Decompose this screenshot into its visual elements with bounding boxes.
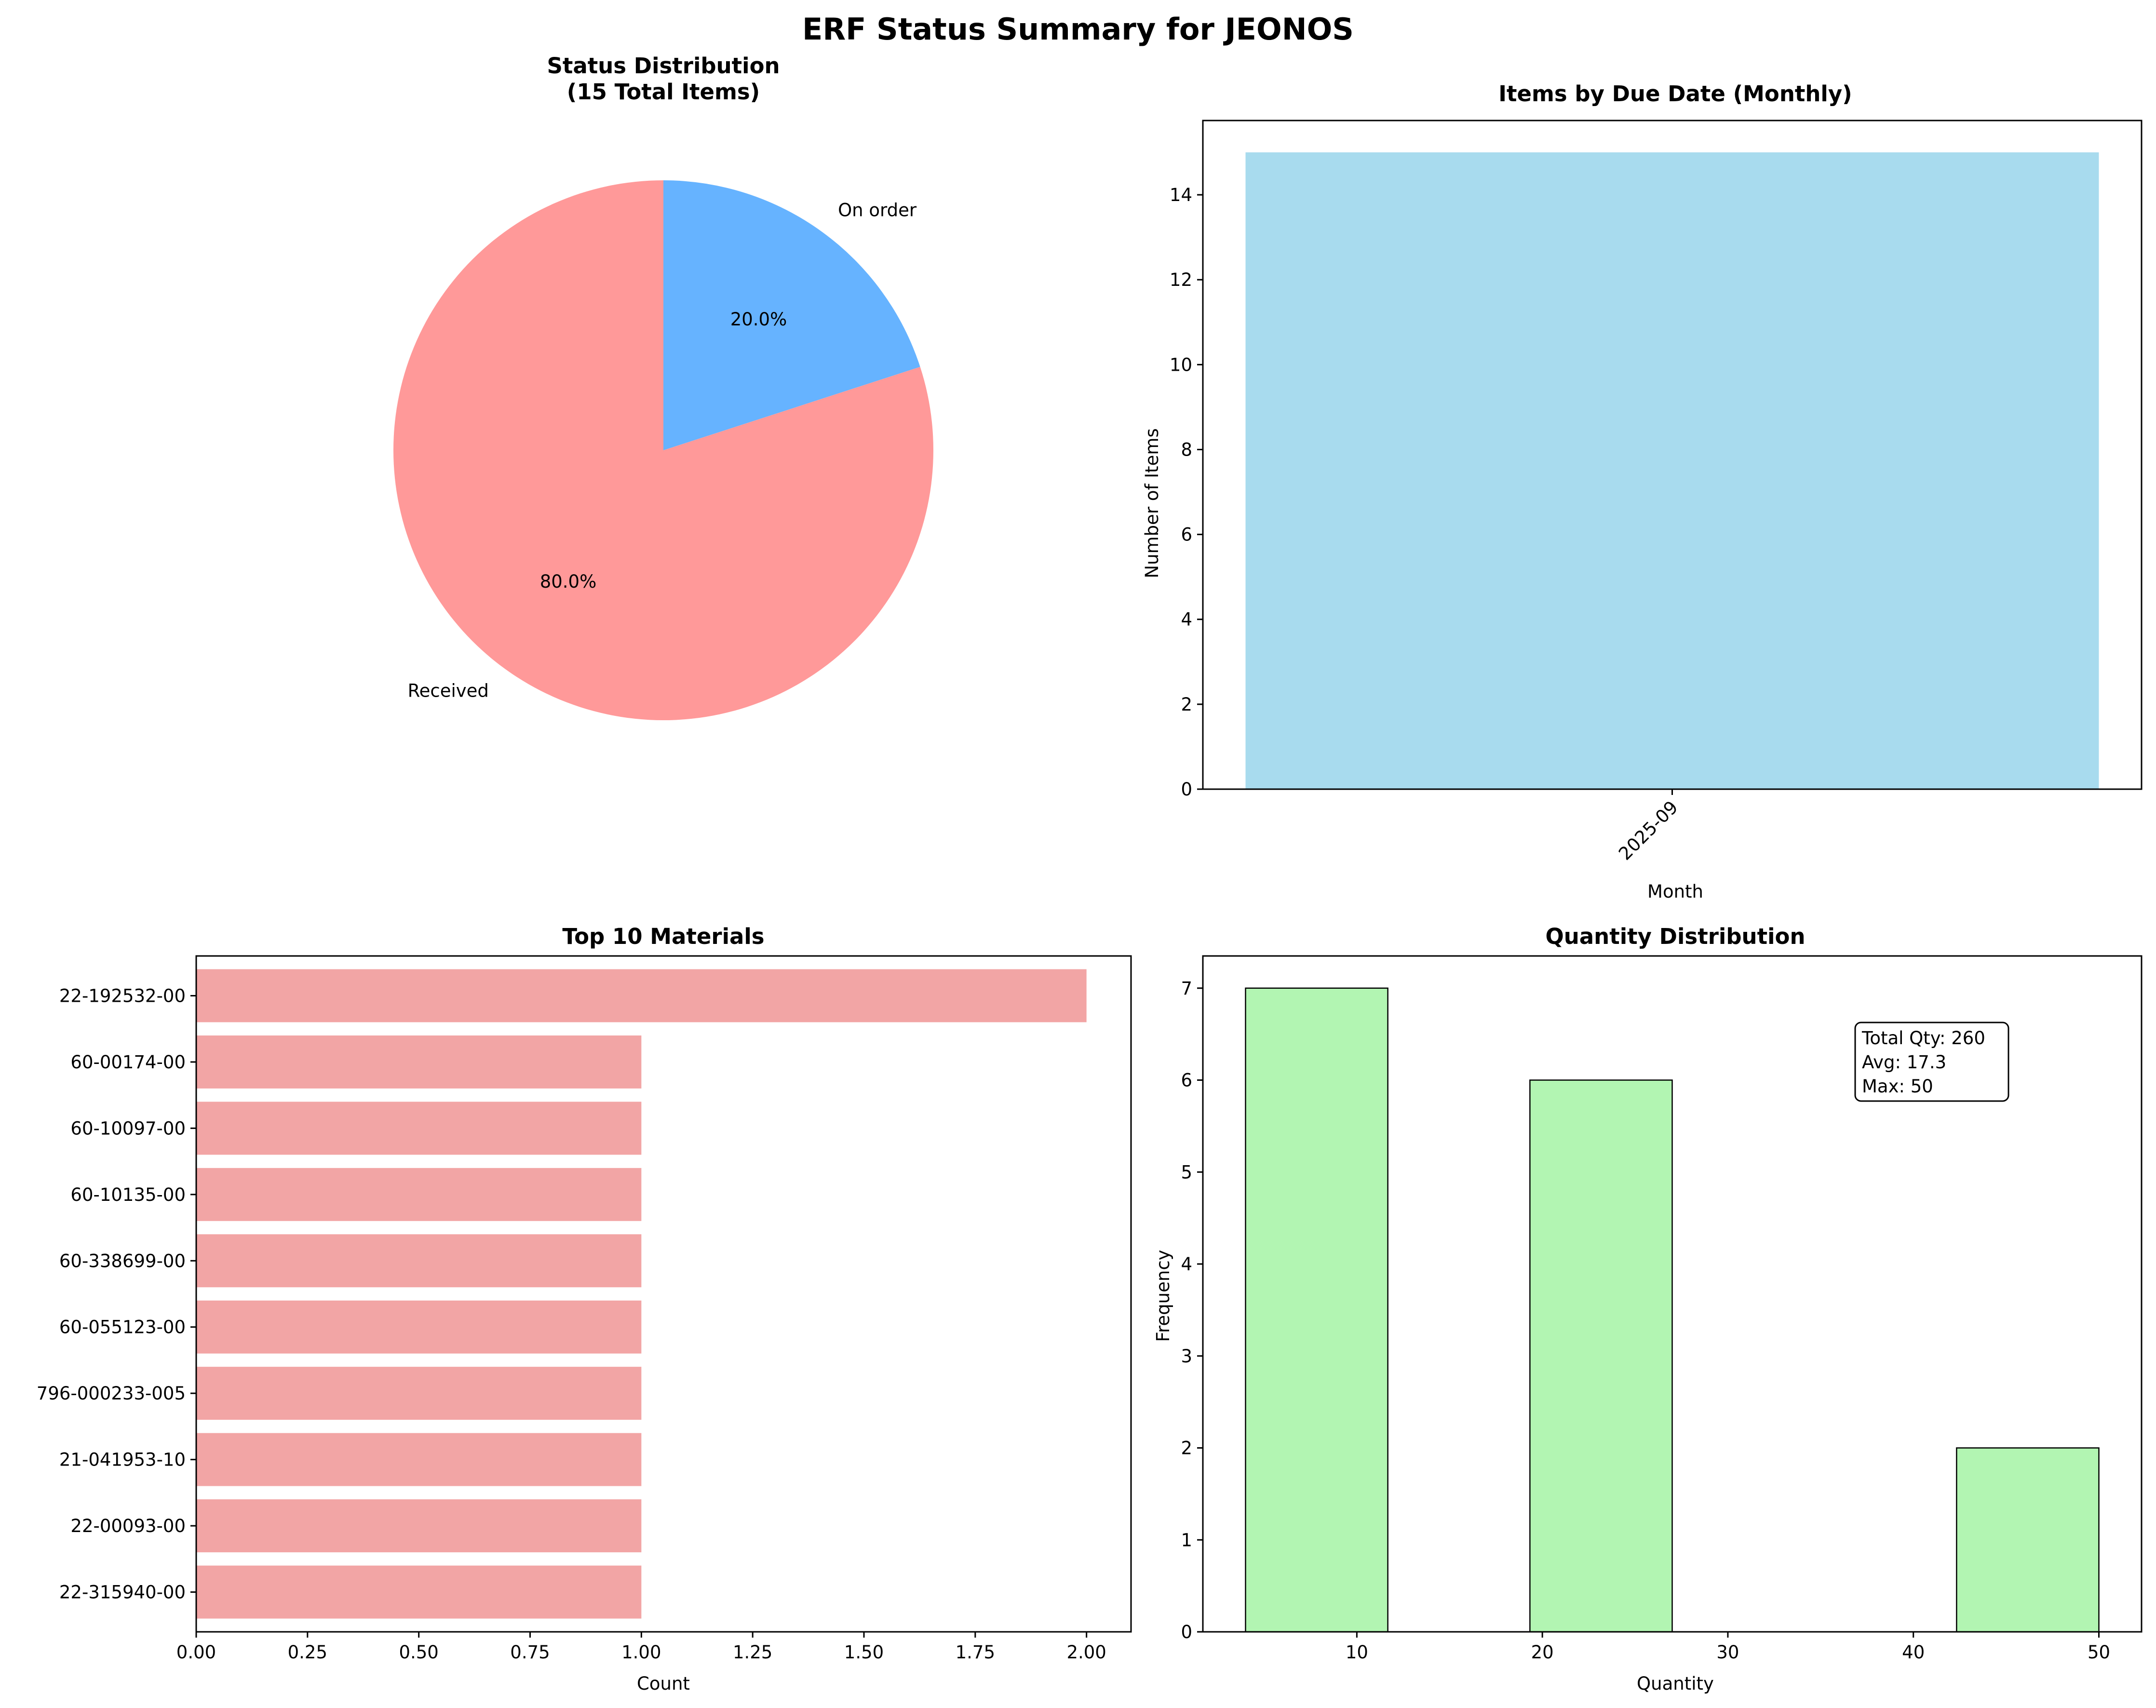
histogram-title: Quantity Distribution — [1546, 924, 1806, 949]
histogram-ytick-label: 0 — [1181, 1622, 1192, 1642]
monthly-ytick-label: 2 — [1181, 694, 1192, 715]
figure-suptitle: ERF Status Summary for JEONOS — [802, 12, 1354, 47]
material-bar-60-055123-00 — [196, 1300, 642, 1354]
monthly-ytick-label: 12 — [1170, 269, 1192, 290]
material-xtick-label: 1.25 — [733, 1642, 772, 1663]
material-xtick-label: 0.50 — [399, 1642, 438, 1663]
bar-chart-monthly-xlabel: Month — [1647, 881, 1703, 902]
histogram-ytick-label: 3 — [1181, 1346, 1192, 1367]
histogram-xtick-label: 20 — [1531, 1642, 1554, 1663]
histogram-xtick-label: 50 — [2088, 1642, 2110, 1663]
material-ytick-label: 22-315940-00 — [59, 1582, 186, 1603]
histogram-xtick-label: 40 — [1902, 1642, 1925, 1663]
monthly-ytick-label: 10 — [1170, 354, 1192, 375]
pie-chart-title-line2: (15 Total Items) — [567, 79, 760, 105]
material-ytick-label: 22-00093-00 — [70, 1516, 186, 1536]
material-ytick-label: 60-338699-00 — [59, 1251, 186, 1271]
material-bar-60-10097-00 — [196, 1102, 642, 1155]
material-ytick-label: 60-10097-00 — [70, 1118, 186, 1139]
material-xtick-label: 1.50 — [844, 1642, 884, 1663]
monthly-plot-frame — [1202, 120, 2143, 790]
material-bar-60-338699-00 — [196, 1234, 642, 1288]
material-plot-frame — [195, 955, 1132, 1633]
material-xtick-label: 1.75 — [956, 1642, 995, 1663]
histogram-xlabel: Quantity — [1637, 1673, 1714, 1694]
histogram-bar-2 — [1529, 1079, 1673, 1633]
monthly-bar-2025-09 — [1245, 152, 2099, 789]
material-xtick-label: 0.75 — [510, 1642, 550, 1663]
pie-label-on-order: On order — [838, 200, 917, 221]
bar-chart-monthly-title: Items by Due Date (Monthly) — [1498, 81, 1852, 107]
monthly-ytick-label: 6 — [1181, 525, 1192, 545]
histogram-stats-line: Total Qty: 260 — [1861, 1028, 1985, 1049]
histogram-xtick-label: 30 — [1716, 1642, 1739, 1663]
histogram-ytick-label: 2 — [1181, 1438, 1192, 1459]
material-ytick-label: 22-192532-00 — [59, 985, 186, 1006]
material-ytick-label: 60-055123-00 — [59, 1317, 186, 1338]
material-ytick-label: 21-041953-10 — [59, 1450, 186, 1470]
material-bar-22-192532-00 — [196, 969, 1087, 1022]
histogram-xtick-label: 10 — [1346, 1642, 1368, 1663]
pie-pct-received: 80.0% — [540, 571, 597, 592]
material-bar-60-10135-00 — [196, 1168, 642, 1221]
histogram-bar-1 — [1245, 987, 1388, 1633]
material-ytick-label: 60-10135-00 — [70, 1184, 186, 1205]
material-bar-60-00174-00 — [196, 1035, 642, 1089]
monthly-ytick-label: 14 — [1170, 185, 1192, 205]
pie-chart-status-distribution: Status Distribution (15 Total Items) Rec… — [393, 53, 933, 720]
histogram-ylabel: Frequency — [1153, 1250, 1173, 1342]
material-bar-796-000233-005 — [196, 1367, 642, 1420]
material-bar-21-041953-10 — [196, 1433, 642, 1486]
histogram-ytick-label: 6 — [1181, 1070, 1192, 1091]
monthly-ytick-label: 8 — [1181, 439, 1192, 460]
histogram-stats-box — [1854, 1022, 2009, 1102]
material-xtick-label: 0.00 — [176, 1642, 216, 1663]
monthly-ytick-label: 0 — [1181, 779, 1192, 800]
pie-slice-on-order — [663, 180, 920, 450]
bar-chart-monthly-ylabel: Number of Items — [1142, 428, 1162, 578]
material-xtick-label: 1.00 — [621, 1642, 661, 1663]
hbar-chart-top-materials: Top 10 Materials Count 22-192532-00 60-00… — [37, 924, 1132, 1694]
bar-chart-items-by-due-date: Items by Due Date (Monthly) Month Number… — [1142, 81, 2143, 902]
histogram-quantity-distribution: Quantity Distribution Quantity Frequency… — [1153, 924, 2143, 1694]
histogram-stats-line: Max: 50 — [1862, 1076, 1933, 1097]
pie-label-received: Received — [408, 680, 489, 701]
hbar-chart-title: Top 10 Materials — [562, 924, 764, 949]
material-ytick-label: 60-00174-00 — [70, 1052, 186, 1073]
pie-chart-title-line1: Status Distribution — [547, 53, 780, 79]
histogram-ytick-label: 4 — [1181, 1254, 1192, 1275]
histogram-stats-line: Avg: 17.3 — [1862, 1052, 1946, 1073]
material-ytick-label: 796-000233-005 — [37, 1383, 186, 1404]
material-xtick-label: 0.25 — [288, 1642, 327, 1663]
histogram-plot-frame — [1202, 955, 2143, 1633]
histogram-ytick-label: 5 — [1181, 1162, 1192, 1183]
pie-pct-on-order: 20.0% — [730, 309, 787, 330]
material-xtick-label: 2.00 — [1066, 1642, 1106, 1663]
monthly-xtick-label: 2025-09 — [1615, 797, 1682, 864]
material-bar-22-00093-00 — [196, 1499, 642, 1553]
histogram-ytick-label: 7 — [1181, 978, 1192, 999]
material-bar-22-315940-00 — [196, 1565, 642, 1619]
histogram-bar-3 — [1956, 1447, 2100, 1633]
monthly-ytick-label: 4 — [1181, 609, 1192, 630]
hbar-chart-xlabel: Count — [637, 1673, 690, 1694]
histogram-ytick-label: 1 — [1181, 1530, 1192, 1550]
